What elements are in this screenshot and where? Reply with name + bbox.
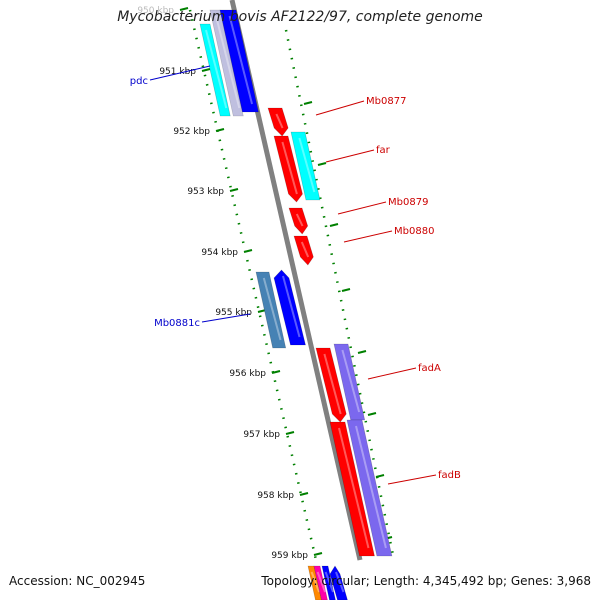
- gene-label-pdc: pdc: [130, 76, 148, 87]
- gene-features: [199, 9, 393, 600]
- gene-label-fadA: fadA: [418, 363, 441, 374]
- gene-fadB-purple: [346, 419, 393, 557]
- tick-mark: [271, 370, 281, 374]
- gene-label-Mb0881c: Mb0881c: [154, 318, 200, 329]
- tick-label: 952 kbp: [173, 127, 210, 137]
- tick-mark-minor: [317, 162, 327, 166]
- tick-label: 957 kbp: [243, 430, 280, 440]
- label-leader-Mb0877: [315, 100, 365, 116]
- gene-fadB: [329, 421, 375, 557]
- tick-mark-minor: [329, 223, 339, 227]
- gene-highlight: [282, 275, 301, 338]
- gene-highlight: [300, 241, 310, 258]
- tick-mark: [215, 128, 225, 132]
- gene-Mb0880: [293, 235, 314, 266]
- gene-highlight: [281, 141, 298, 195]
- gene-highlight: [275, 113, 284, 129]
- gene-highlight: [324, 571, 335, 593]
- gene-highlight: [262, 277, 282, 341]
- tick-label: 950 kbp: [137, 6, 174, 16]
- gene-label-Mb0880: Mb0880: [394, 226, 434, 237]
- tick-mark-minor: [375, 474, 385, 478]
- gene-Mb0881c-blue: [273, 269, 306, 346]
- tick-marks: 950 kbp 951 kbp 952 kbp 953 kbp 954 kbp 955 k…: [137, 6, 396, 561]
- gene-labels: pdc Mb0877 far Mb0879 Mb0880 Mb0881c fadA fadB: [130, 65, 461, 485]
- gene-label-Mb0877: Mb0877: [366, 96, 406, 107]
- gene-bottom-blue: [321, 565, 336, 600]
- gene-bottom-blue2: [329, 565, 348, 600]
- gene-Mb0881c-steel: [255, 271, 287, 349]
- label-leader-far: [325, 149, 375, 163]
- gene-bottom-orange: [307, 565, 322, 600]
- gene-highlight: [341, 349, 361, 413]
- accession-text: Accession: NC_002945: [9, 574, 146, 588]
- gene-label-fadB: fadB: [438, 470, 461, 481]
- gene-highlight: [310, 571, 321, 593]
- gene-pdc-cyan: [199, 23, 231, 117]
- tick-label: 958 kbp: [257, 491, 294, 501]
- gene-highlight: [323, 353, 342, 415]
- label-leader-Mb0881c: [201, 313, 251, 323]
- tick-label: 951 kbp: [159, 67, 196, 77]
- tick-mark: [243, 249, 253, 253]
- gene-highlight: [355, 425, 387, 549]
- gene-highlight: [205, 29, 228, 109]
- gene-far-cyan: [290, 131, 321, 201]
- label-leader-fadB: [387, 474, 437, 485]
- tick-label: 953 kbp: [187, 187, 224, 197]
- label-leader-fadA: [367, 367, 417, 380]
- gene-label-far: far: [376, 145, 391, 156]
- tick-mark: [179, 7, 189, 11]
- label-leader-pdc: [149, 65, 211, 81]
- tick-mark: [201, 68, 211, 72]
- label-leader-Mb0879: [337, 201, 387, 215]
- gene-fadA: [315, 347, 347, 423]
- gene-fadA-purple: [333, 343, 366, 421]
- gene-highlight: [228, 15, 254, 105]
- tick-mark-minor: [357, 350, 367, 354]
- gene-Mb0877: [267, 107, 289, 137]
- gene-label-Mb0879: Mb0879: [388, 197, 428, 208]
- label-leader-Mb0880: [343, 230, 393, 243]
- tick-mark-minor: [341, 288, 351, 292]
- gene-highlight: [298, 137, 316, 193]
- tick-mark-minor: [367, 412, 377, 416]
- gene-highlight: [335, 571, 345, 593]
- gene-highlight: [316, 571, 327, 593]
- tick-mark: [313, 552, 323, 556]
- tick-label: 959 kbp: [271, 551, 308, 561]
- gene-bottom-magenta: [313, 565, 328, 600]
- tick-mark: [285, 431, 295, 435]
- gene-far-red: [273, 135, 303, 203]
- gene-Mb0879: [288, 207, 309, 235]
- gene-highlight: [295, 213, 304, 227]
- tick-label: 954 kbp: [201, 248, 238, 258]
- tick-mark: [229, 188, 239, 192]
- tick-label: 956 kbp: [229, 369, 266, 379]
- genome-title: Mycobacterium bovis AF2122/97, complete …: [117, 9, 483, 25]
- topology-text: Topology: circular; Length: 4,345,492 bp…: [261, 574, 591, 588]
- gene-pdc-lilac: [209, 9, 244, 117]
- tick-label: 955 kbp: [215, 308, 252, 318]
- gene-highlight: [215, 15, 241, 109]
- tick-mark: [299, 492, 309, 496]
- tick-mark-minor: [303, 101, 313, 105]
- gene-pdc-blue: [219, 9, 259, 113]
- gene-highlight: [338, 427, 370, 549]
